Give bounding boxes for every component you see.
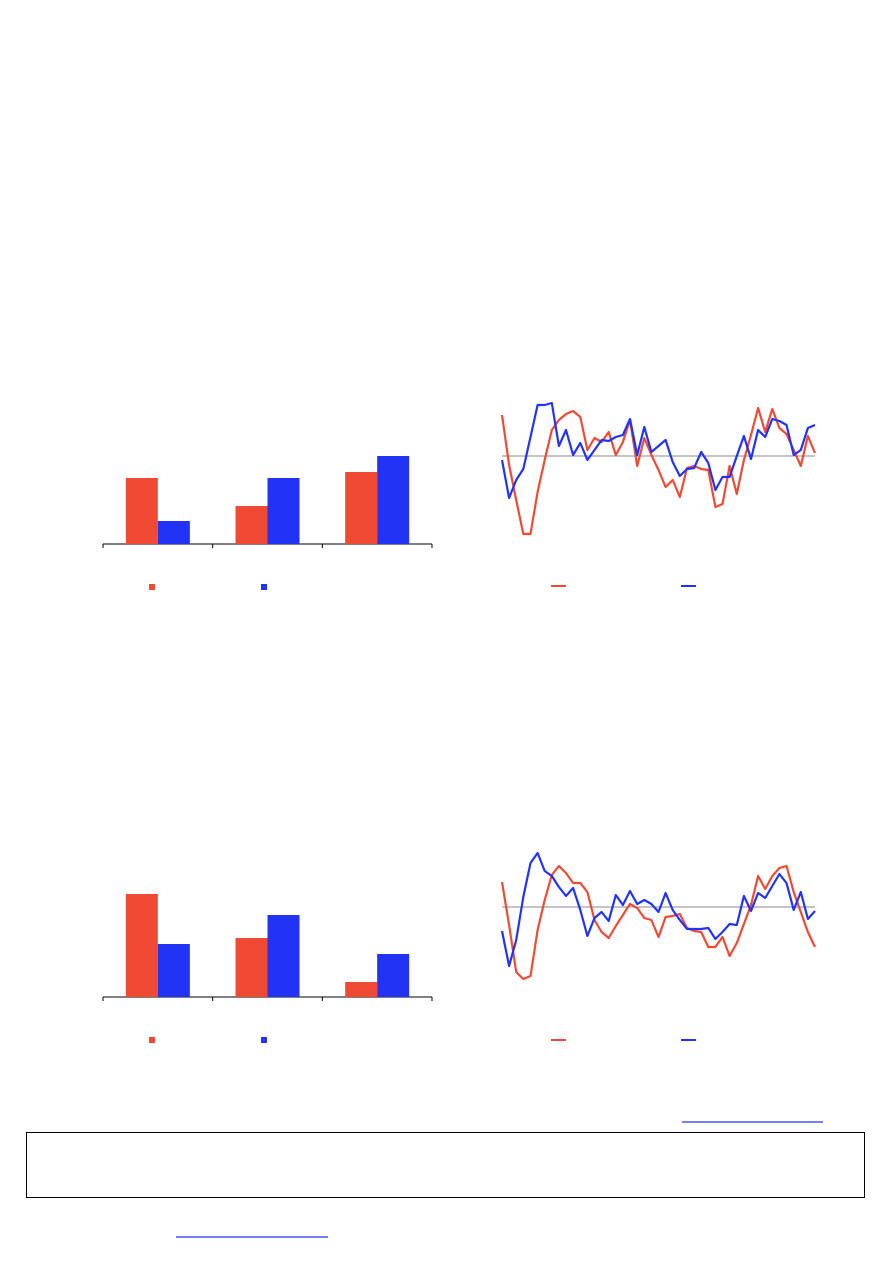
bar [125,894,158,997]
legend-marker [149,584,155,590]
bar [267,915,300,997]
bar [157,944,190,997]
bar [345,982,378,997]
legend-marker [261,1037,267,1043]
bar [267,478,300,544]
bar [235,506,268,544]
bar [377,954,410,997]
bar [235,938,268,997]
bar [377,456,410,544]
line-series [500,406,817,536]
bar [125,478,158,544]
bar [345,472,378,544]
legend-marker [149,1037,155,1043]
line-series [500,864,816,981]
bar [157,521,190,544]
line-series [500,401,816,500]
note-box [26,1132,865,1198]
line-series [500,851,816,968]
legend-marker [261,584,267,590]
